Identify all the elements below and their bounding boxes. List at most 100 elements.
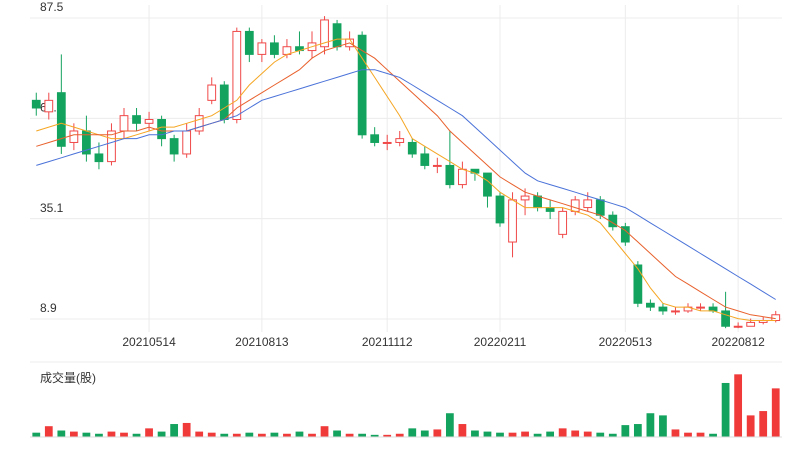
ma-line xyxy=(36,69,776,300)
volume-bar xyxy=(370,434,379,437)
volume-bar xyxy=(345,433,354,437)
candle-body xyxy=(495,195,505,224)
volume-bar xyxy=(132,433,141,437)
candle-body xyxy=(721,310,730,327)
volume-bar xyxy=(270,432,279,437)
candle-body xyxy=(169,138,179,155)
volume-bar xyxy=(257,433,266,437)
candle-body xyxy=(746,321,756,327)
volume-bar xyxy=(746,415,755,437)
candle-body xyxy=(244,30,254,55)
candle-body xyxy=(658,306,668,312)
candle-body xyxy=(432,164,442,167)
candle-body xyxy=(407,141,417,155)
volume-bar xyxy=(633,424,642,437)
candle-body xyxy=(357,34,367,136)
candle-body xyxy=(320,19,329,48)
volume-bar xyxy=(646,413,655,437)
candle-body xyxy=(56,92,66,147)
volume-bar xyxy=(533,433,542,437)
volume-bar xyxy=(445,413,454,437)
candle-body xyxy=(595,199,605,216)
volume-bar xyxy=(508,432,517,437)
volume-bar xyxy=(558,428,567,437)
volume-bar xyxy=(395,433,404,437)
volume-bar xyxy=(433,429,442,437)
candle-body xyxy=(232,30,242,120)
x-tick-label: 20220513 xyxy=(599,335,653,349)
volume-bar xyxy=(82,432,91,437)
volume-bar xyxy=(496,432,504,437)
candle-body xyxy=(44,99,54,113)
volume-bar xyxy=(182,422,191,437)
candle-body xyxy=(633,264,643,304)
candle-body xyxy=(119,115,129,132)
candle-body xyxy=(696,306,705,309)
volume-bar xyxy=(308,433,316,437)
candle-body xyxy=(583,199,593,209)
volume-title: 成交量(股) xyxy=(40,370,96,385)
volume-bar xyxy=(320,426,329,437)
volume-bar xyxy=(120,432,128,437)
volume-bar xyxy=(771,388,780,437)
candle-body xyxy=(395,138,405,143)
candle-body xyxy=(458,168,467,186)
candle-body xyxy=(69,130,79,143)
candle-body xyxy=(194,115,204,132)
candle-body xyxy=(708,306,718,312)
candle-body xyxy=(733,325,743,328)
candle-body xyxy=(558,210,568,235)
volume-bar xyxy=(32,432,41,437)
volume-bar xyxy=(483,431,492,437)
volume-bar xyxy=(44,426,53,437)
volume-bar xyxy=(95,433,103,437)
y-tick-label: 35.1 xyxy=(40,201,64,215)
volume-bar xyxy=(170,424,179,437)
volume-bar xyxy=(671,429,680,437)
volume-bar xyxy=(696,432,705,437)
candle-body xyxy=(646,302,655,308)
candle-body xyxy=(182,130,192,155)
candle-body xyxy=(270,42,279,55)
candle-body xyxy=(771,314,781,322)
volume-bar xyxy=(157,431,166,437)
volume-bar xyxy=(571,430,580,437)
candle-body xyxy=(94,153,104,163)
volume-bar xyxy=(295,431,304,437)
candle-body xyxy=(257,42,267,55)
candle-body xyxy=(533,195,542,209)
candle-body xyxy=(157,118,166,140)
candle-body xyxy=(570,199,580,212)
volume-bar xyxy=(608,433,617,437)
volume-bar xyxy=(408,428,417,437)
y-tick-label: 87.5 xyxy=(40,0,64,14)
volume-bar xyxy=(659,415,667,437)
candle-body xyxy=(520,195,530,201)
candle-body xyxy=(508,199,517,243)
candle-body xyxy=(545,207,555,212)
ma-line xyxy=(36,42,776,320)
volume-bar xyxy=(195,431,204,437)
volume-bar xyxy=(69,431,78,437)
volume-bar xyxy=(521,431,529,437)
volume-bar xyxy=(358,433,367,437)
volume-bar xyxy=(721,382,730,437)
candle-body xyxy=(219,84,229,120)
volume-bar xyxy=(232,433,241,437)
candle-body xyxy=(132,115,141,124)
ma-line xyxy=(36,38,776,321)
volume-bar xyxy=(245,432,254,437)
volume-bar xyxy=(709,433,717,437)
x-tick-label: 20220211 xyxy=(474,335,527,349)
candle-body xyxy=(370,134,380,143)
volume-bar xyxy=(107,431,116,437)
volume-bar xyxy=(145,428,153,437)
candle-body xyxy=(144,118,154,124)
volume-bar xyxy=(420,430,429,437)
volume-bar xyxy=(759,411,768,437)
volume-bar xyxy=(207,432,216,437)
candle-body xyxy=(671,310,680,313)
volume-bar xyxy=(57,430,66,437)
